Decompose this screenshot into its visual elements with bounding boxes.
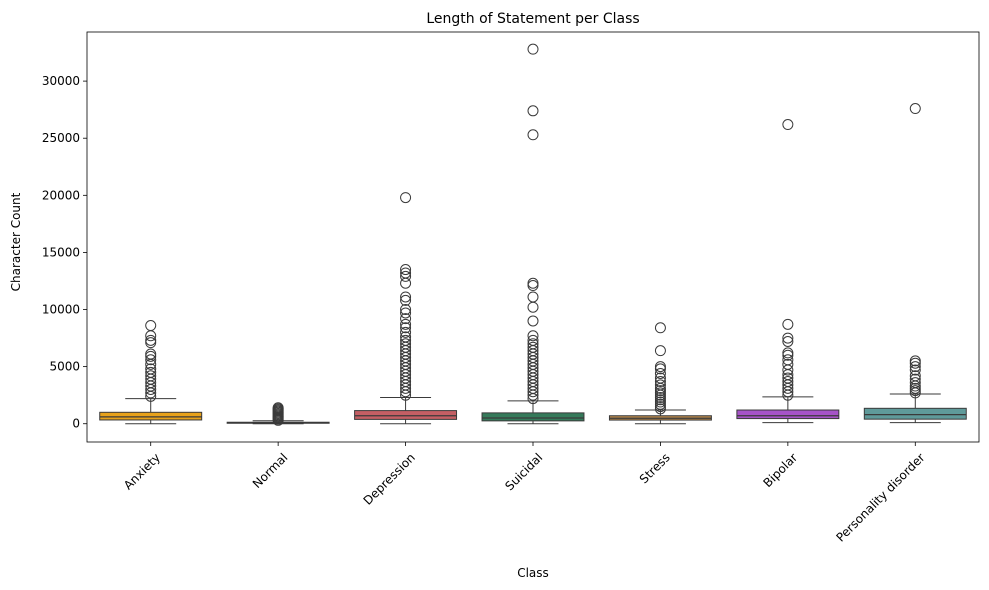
box-iqr bbox=[481, 412, 585, 422]
outlier-point bbox=[654, 379, 666, 391]
outlier-point bbox=[527, 338, 539, 350]
plot-frame bbox=[86, 31, 980, 443]
outlier-point bbox=[782, 335, 794, 347]
outlier-point bbox=[527, 129, 539, 141]
outlier-point bbox=[400, 267, 412, 279]
plot-area: 0 5000 10000 15000 20000 25000 30000 Anxiety Nor… bbox=[42, 31, 980, 545]
outlier-point bbox=[782, 375, 794, 387]
outlier-point bbox=[782, 119, 794, 131]
outlier-point bbox=[527, 291, 539, 303]
outlier-point bbox=[145, 348, 157, 360]
box-iqr bbox=[736, 409, 840, 420]
outlier-point bbox=[145, 320, 157, 332]
outlier-point bbox=[527, 315, 539, 327]
outlier-point bbox=[782, 372, 794, 384]
outlier-point bbox=[400, 313, 412, 325]
x-tick-label: Anxiety bbox=[121, 450, 163, 492]
outlier-point bbox=[527, 334, 539, 346]
outlier-point bbox=[400, 291, 412, 303]
chart-title: Length of Statement per Class bbox=[426, 11, 639, 27]
outlier-point bbox=[145, 363, 157, 375]
y-tick-label: 25000 bbox=[42, 131, 80, 145]
outlier-point bbox=[909, 355, 921, 367]
outlier-point bbox=[909, 377, 921, 389]
y-axis-label: Character Count bbox=[9, 192, 23, 291]
outlier-point bbox=[400, 304, 412, 316]
y-tick-label: 15000 bbox=[42, 245, 80, 259]
outlier-point bbox=[400, 331, 412, 343]
outlier-point bbox=[527, 280, 539, 292]
y-tick-label: 20000 bbox=[42, 188, 80, 202]
outlier-point bbox=[400, 338, 412, 350]
outlier-point bbox=[400, 192, 412, 204]
outlier-point bbox=[909, 364, 921, 376]
y-tick-label: 10000 bbox=[42, 303, 80, 317]
y-tick-label: 0 bbox=[72, 417, 80, 431]
outlier-point bbox=[400, 322, 412, 334]
outlier-point bbox=[527, 301, 539, 313]
outlier-point bbox=[782, 358, 794, 370]
outlier-point bbox=[909, 370, 921, 382]
outlier-point bbox=[400, 307, 412, 319]
outlier-point bbox=[527, 277, 539, 289]
outlier-point bbox=[909, 361, 921, 373]
outlier-point bbox=[400, 294, 412, 306]
outlier-point bbox=[400, 318, 412, 330]
x-axis-label: Class bbox=[517, 566, 549, 580]
outlier-point bbox=[527, 330, 539, 342]
x-tick-label: Stress bbox=[637, 450, 673, 486]
outlier-point bbox=[654, 322, 666, 334]
outlier-point bbox=[909, 103, 921, 115]
box-iqr bbox=[863, 407, 967, 420]
outlier-point bbox=[272, 402, 284, 414]
outlier-point bbox=[145, 366, 157, 378]
box-iqr bbox=[354, 410, 458, 420]
outlier-point bbox=[782, 332, 794, 344]
x-tick-label: Normal bbox=[250, 450, 291, 491]
outlier-point bbox=[145, 354, 157, 366]
box-iqr bbox=[99, 411, 203, 421]
outlier-point bbox=[400, 326, 412, 338]
outlier-point bbox=[654, 345, 666, 357]
x-tick-label: Suicidal bbox=[502, 450, 545, 493]
outlier-point bbox=[527, 105, 539, 117]
x-tick-label: Personality disorder bbox=[833, 450, 927, 544]
y-tick-label: 30000 bbox=[42, 74, 80, 88]
outlier-point bbox=[400, 270, 412, 282]
x-tick-label: Depression bbox=[361, 450, 418, 507]
outlier-point bbox=[654, 375, 666, 387]
x-tick-label: Bipolar bbox=[760, 450, 800, 490]
outlier-point bbox=[782, 354, 794, 366]
outlier-point bbox=[527, 341, 539, 353]
outlier-point bbox=[909, 373, 921, 385]
outlier-point bbox=[654, 367, 666, 379]
outlier-point bbox=[145, 334, 157, 346]
outlier-point bbox=[400, 264, 412, 276]
outlier-point bbox=[145, 370, 157, 382]
y-tick-label: 5000 bbox=[49, 360, 80, 374]
outlier-point bbox=[654, 372, 666, 384]
outlier-point bbox=[782, 318, 794, 330]
outlier-point bbox=[782, 347, 794, 359]
outlier-point bbox=[400, 334, 412, 346]
outlier-point bbox=[654, 361, 666, 373]
outlier-point bbox=[527, 43, 539, 55]
